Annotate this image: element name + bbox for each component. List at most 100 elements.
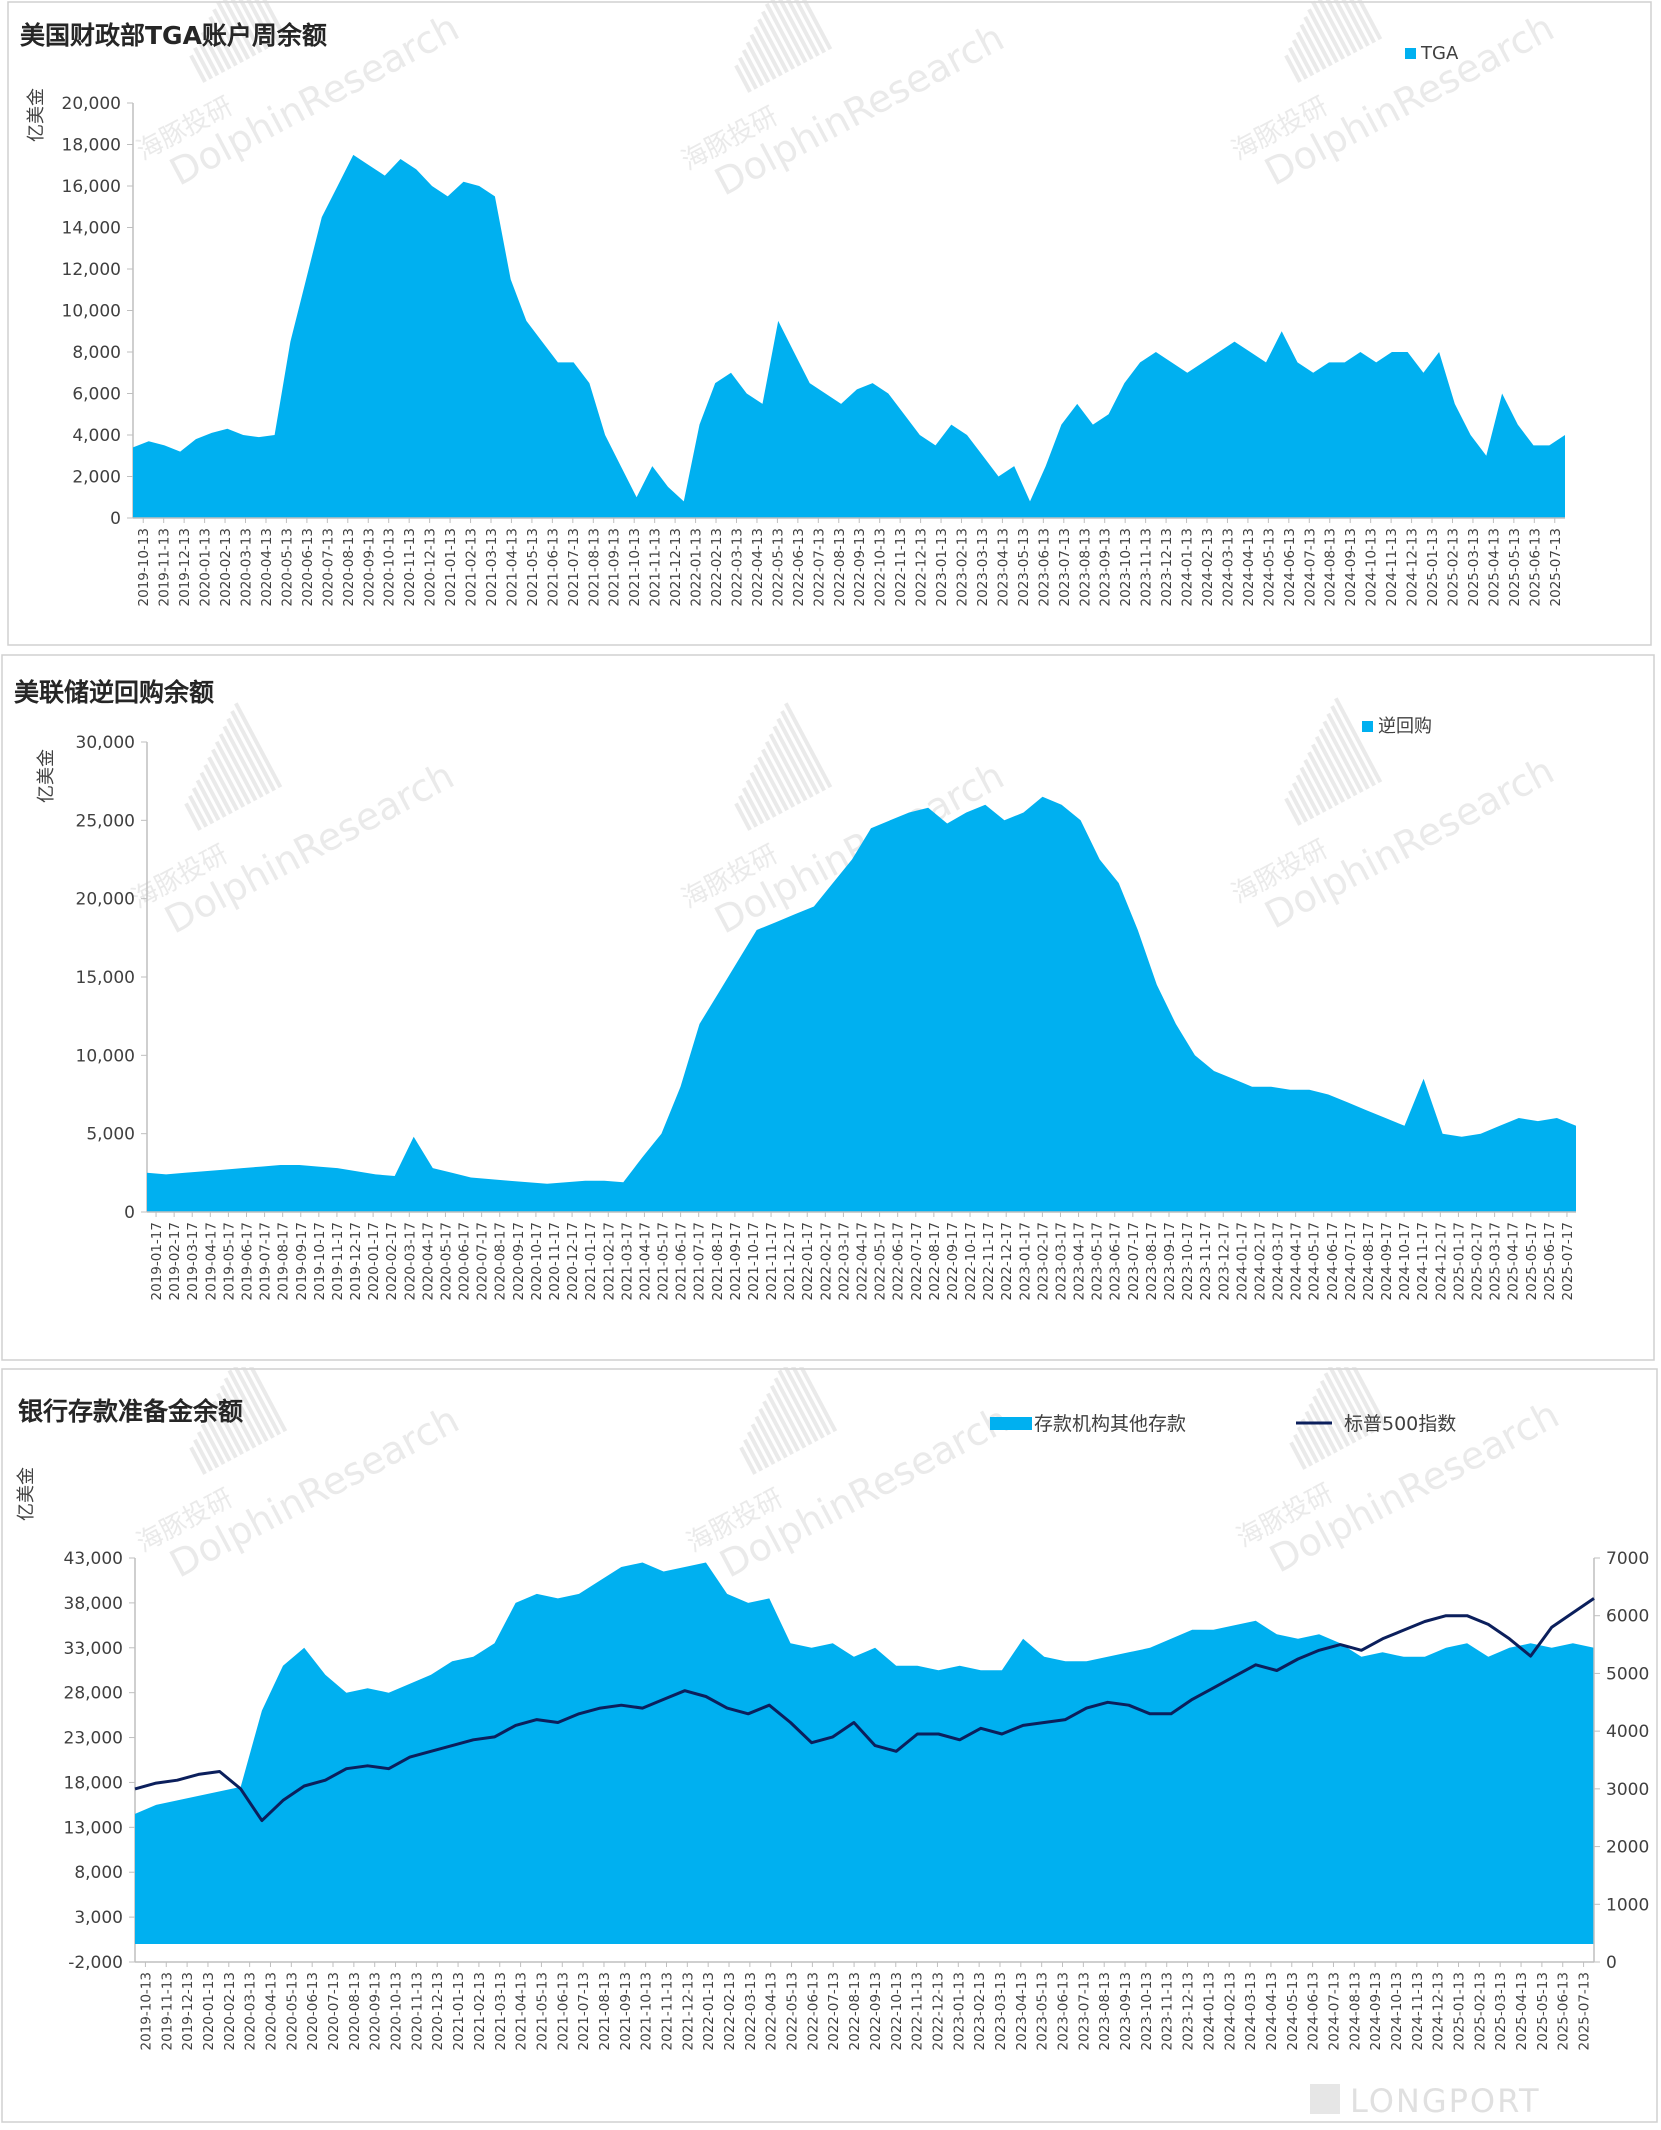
x-tick-label: 2021-07-17 — [692, 1222, 708, 1300]
x-tick-label: 2023-08-13 — [1097, 1972, 1113, 2050]
watermark-bar — [768, 0, 808, 64]
x-tick-label: 2021-07-13 — [566, 528, 582, 606]
x-tick-label: 2020-10-13 — [389, 1972, 405, 2050]
x-tick-label: 2024-08-13 — [1323, 528, 1339, 606]
x-tick-label: 2020-04-17 — [420, 1222, 436, 1300]
watermark-bar — [749, 33, 777, 80]
x-tick-label: 2024-10-17 — [1397, 1222, 1413, 1300]
watermark-bar — [1326, 0, 1370, 47]
watermark-bar — [1314, 0, 1352, 57]
x-tick-label: 2025-05-13 — [1535, 1972, 1551, 2050]
watermark-bar — [741, 787, 765, 825]
x-tick-label: 2019-12-13 — [180, 1972, 196, 2050]
x-tick-label: 2024-11-13 — [1384, 528, 1400, 606]
watermark-bar — [200, 1423, 226, 1466]
y-axis-label: 亿美金 — [26, 88, 47, 142]
x-tick-label: 2021-02-17 — [601, 1222, 617, 1300]
x-tick-label: 2024-12-13 — [1431, 1972, 1447, 2050]
x-tick-label: 2022-10-13 — [873, 528, 889, 606]
chart-frame — [7, 1, 1652, 646]
y-axis-label: 亿美金 — [16, 1467, 37, 1521]
y-tick-label: 15,000 — [76, 968, 135, 988]
x-tick-label: 2019-08-17 — [276, 1222, 292, 1300]
x-tick-label: 2021-03-17 — [619, 1222, 635, 1300]
x-tick-label: 2025-02-13 — [1472, 1972, 1488, 2050]
x-tick-label: 2024-09-13 — [1368, 1972, 1384, 2050]
x-tick-label: 2023-10-13 — [1118, 528, 1134, 606]
x-tick-label: 2019-03-17 — [185, 1222, 201, 1300]
y-tick-label: 3,000 — [74, 1908, 123, 1928]
watermark-bar — [1311, 743, 1346, 803]
y-tick-label: 16,000 — [62, 177, 121, 197]
watermark-bar — [1308, 1403, 1338, 1454]
x-tick-label: 2025-02-17 — [1470, 1222, 1486, 1300]
x-tick-label: 2024-05-13 — [1285, 1972, 1301, 2050]
x-tick-label: 2024-12-13 — [1405, 528, 1421, 606]
watermark-bar — [757, 18, 789, 74]
x-tick-label: 2023-07-13 — [1076, 1972, 1092, 2050]
watermark-bar — [762, 1400, 794, 1456]
x-tick-label: 2025-07-17 — [1560, 1222, 1576, 1300]
x-tick-label: 2023-09-17 — [1162, 1222, 1178, 1300]
watermark-bar — [1307, 8, 1339, 64]
area-series-TGA — [133, 154, 1565, 518]
x-tick-label: 2021-06-13 — [545, 528, 561, 606]
x-tick-label: 2021-09-17 — [728, 1222, 744, 1300]
x-tick-label: 2022-06-17 — [891, 1222, 907, 1300]
x-tick-label: 2022-02-13 — [709, 528, 725, 606]
x-tick-label: 2023-12-17 — [1216, 1222, 1232, 1300]
watermark-bar — [208, 1408, 238, 1459]
x-tick-label: 2025-04-13 — [1514, 1972, 1530, 2050]
x-tick-label: 2020-09-13 — [361, 528, 377, 606]
x-tick-label: 2022-04-13 — [764, 1972, 780, 2050]
watermark-bar — [1314, 735, 1352, 800]
x-tick-label: 2023-02-13 — [955, 528, 971, 606]
watermark-bar — [1288, 46, 1309, 80]
x-tick-label: 2024-03-13 — [1243, 1972, 1259, 2050]
x-tick-label: 2020-05-13 — [284, 1972, 300, 2050]
x-tick-label: 2025-04-17 — [1506, 1222, 1522, 1300]
x-tick-label: 2025-03-13 — [1493, 1972, 1509, 2050]
y-tick-label: 25,000 — [76, 811, 135, 831]
x-tick-label: 2023-12-13 — [1181, 1972, 1197, 2050]
watermark-bar — [223, 0, 263, 54]
watermark-bar — [1300, 1418, 1326, 1461]
watermark-bar — [196, 1431, 220, 1469]
x-tick-label: 2019-06-17 — [239, 1222, 255, 1300]
x-tick-label: 2021-01-17 — [583, 1222, 599, 1300]
x-tick-label: 2021-01-13 — [443, 528, 459, 606]
watermark-bar — [761, 748, 796, 808]
x-tick-label: 2022-10-13 — [889, 1972, 905, 2050]
y-tick-label: 20,000 — [76, 890, 135, 910]
x-tick-label: 2020-12-17 — [565, 1222, 581, 1300]
watermark-bar — [761, 10, 796, 70]
watermark-bar — [745, 779, 771, 822]
y2-tick-label: 0 — [1606, 1953, 1617, 1973]
chart-title: 美联储逆回购余额 — [14, 678, 214, 707]
watermark-bar — [184, 802, 202, 831]
watermark-bar — [768, 733, 808, 802]
watermark-bar — [734, 64, 752, 93]
x-tick-label: 2020-03-13 — [239, 528, 255, 606]
x-tick-label: 2023-08-17 — [1144, 1222, 1160, 1300]
watermark-bar — [231, 0, 275, 47]
watermark-bar — [1323, 1372, 1363, 1441]
x-tick-label: 2022-11-17 — [981, 1222, 997, 1300]
x-tick-label: 2021-09-13 — [607, 528, 623, 606]
watermark-bar — [204, 23, 232, 70]
x-tick-label: 2025-01-13 — [1425, 528, 1441, 606]
x-tick-label: 2024-09-13 — [1343, 528, 1359, 606]
watermark-bar — [239, 0, 288, 41]
x-tick-label: 2020-02-17 — [384, 1222, 400, 1300]
x-tick-label: 2019-10-17 — [312, 1222, 328, 1300]
watermark-bar — [204, 1415, 232, 1462]
x-tick-label: 2022-09-17 — [945, 1222, 961, 1300]
y-tick-label: 20,000 — [62, 94, 121, 114]
x-tick-label: 2023-01-13 — [951, 1972, 967, 2050]
x-tick-label: 2022-12-13 — [930, 1972, 946, 2050]
x-tick-label: 2024-04-13 — [1241, 528, 1257, 606]
watermark-bar — [1307, 751, 1339, 807]
footer-logo-text: LONGPORT — [1350, 2082, 1541, 2120]
x-tick-label: 2024-02-17 — [1252, 1222, 1268, 1300]
x-tick-label: 2024-06-17 — [1325, 1222, 1341, 1300]
